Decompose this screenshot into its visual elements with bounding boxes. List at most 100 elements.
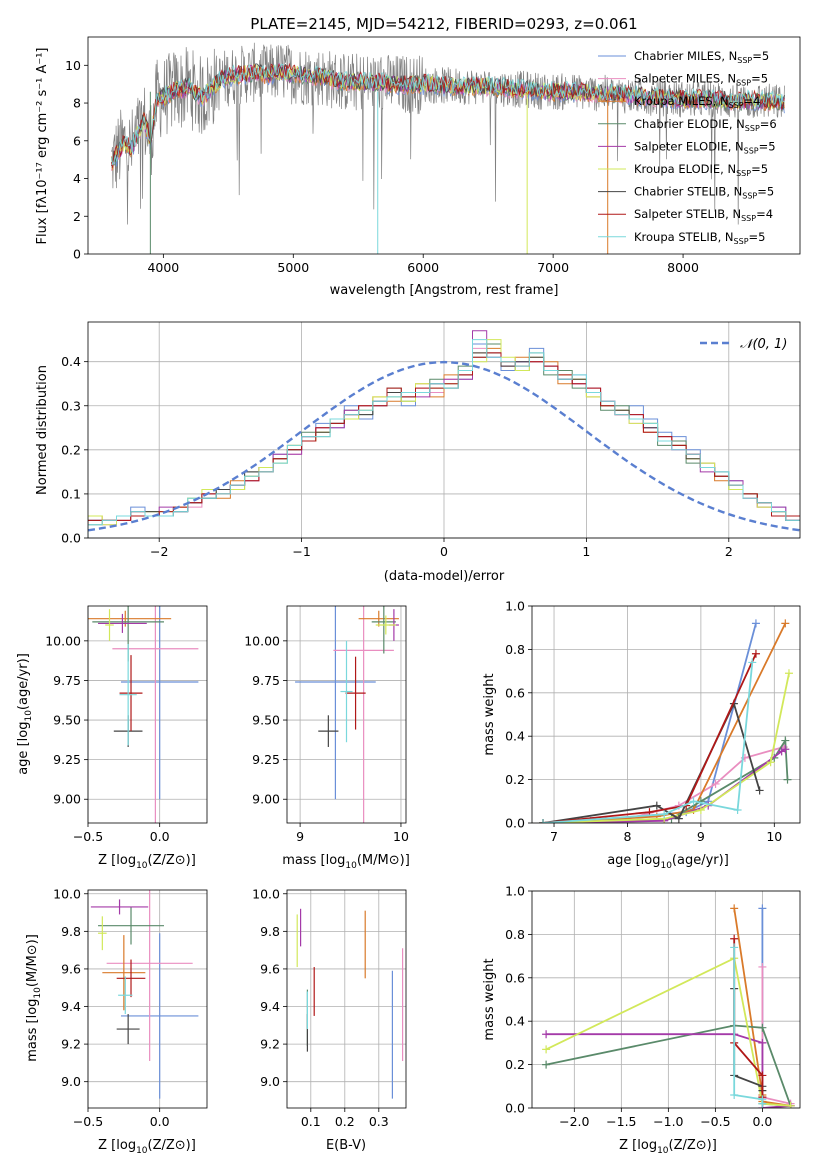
weight-marker-5 [766,758,775,767]
y-tick-label: 0.4 [61,354,81,369]
plot-area [88,330,800,538]
y-tick-label: 4 [73,171,81,186]
overlay: 0.1 0.2 0.3 9.0 9.2 9.4 9.6 9.8 10.0 [252,886,407,1129]
x-axis-label-main: Z [log [98,1138,136,1153]
legend-tail: =6 [760,117,777,131]
y-axis-label-tail: (age/yr)] [16,653,31,710]
legend-sub: SSP [734,237,749,246]
plot-area [88,606,199,823]
x-tick-label: 1 [582,544,590,559]
x-tick-label: 2 [725,544,733,559]
x-tick-label: 4000 [147,260,179,275]
y-tick-label: 9.2 [61,1037,81,1052]
x-tick-label: 7 [550,829,558,844]
x-tick-label: 0.0 [150,1114,170,1129]
legend-sub: SSP [737,56,752,65]
y-axis-label: age [log10(age/yr)] [16,653,34,775]
x-axis-label-main: Z [log [619,1138,657,1153]
panel-3: 9 10 9.00 9.25 9.50 9.75 10.00 [244,605,409,844]
weight-marker-6 [755,786,764,795]
x-tick-label: −0.5 [73,829,103,844]
gaussian-curve [88,360,800,532]
weight-line-5 [545,956,791,1107]
weight-marker-2 [730,904,739,913]
x-tick-label: −2.0 [559,1114,589,1129]
axes-frame [531,605,801,824]
weight-marker-7 [758,1071,767,1080]
legend-tail: =5 [752,49,769,63]
y-tick-label: 0.1 [61,486,81,501]
plot-area [295,606,399,823]
y-tick-label: 2 [73,209,81,224]
x-tick-label: −2 [150,544,168,559]
legend-tail: =4 [744,94,761,108]
y-tick-label: 9.25 [252,752,280,767]
y-tick-label: 9.2 [260,1037,280,1052]
weight-marker-2 [781,619,790,628]
x-axis-label-main: age [log [607,853,660,868]
y-tick-label: 0.8 [505,642,525,657]
x-axis-label: (data-model)/error [384,569,505,584]
legend-label-gauss: 𝒩(0, 1) [740,337,787,352]
y-tick-label: 0.8 [505,927,525,942]
x-axis-label-tail: (Z/Z⊙)] [669,1138,717,1153]
x-tick-label: −1 [292,544,310,559]
x-axis-label: wavelength [Angstrom, rest frame] [330,283,559,298]
x-axis-label-sub: 10 [136,1146,148,1156]
x-axis-label: E(B-V) [326,1138,366,1153]
weight-marker-8 [730,943,739,952]
y-axis-label-main: age [log [16,722,31,775]
weight-marker-8 [660,810,669,819]
weight-marker-1 [711,779,720,788]
legend-tail: =5 [751,72,768,86]
legend-sub: SSP [741,214,756,223]
axes-frame [87,889,208,1109]
legend-sub: SSP [744,146,759,155]
y-axis-label: Normed distribution [35,365,50,495]
weight-marker-4 [758,1038,767,1047]
y-tick-label: 9.6 [61,961,81,976]
x-axis-label-tail: (Z/Z⊙)] [148,1138,196,1153]
plot-area [296,908,404,1099]
x-axis-label-tail: (M/M⊙)] [357,853,410,868]
x-tick-label: −0.5 [73,1114,103,1129]
weight-marker-3 [696,797,705,806]
legend-sub: SSP [736,79,751,88]
legend-label-7: Salpeter STELIB, NSSP=4 [634,207,773,223]
weight-marker-8 [730,1090,739,1099]
legend-main: Kroupa ELODIE, N [634,162,736,176]
x-tick-label: −1.0 [653,1114,683,1129]
overlay: −2.0 −1.5 −1.0 −0.5 0.0 0.0 0.2 0.4 0.6 0.8 1.0 [505,884,801,1129]
legend-label-0: Chabrier MILES, NSSP=5 [634,49,769,65]
x-axis-label-main: Z [log [98,853,136,868]
weight-marker-5 [696,805,705,814]
legend-label-1: Salpeter MILES, NSSP=5 [634,72,768,88]
gridlines [287,890,406,1108]
weight-marker-4 [542,1030,551,1039]
x-tick-label: −1.5 [606,1114,636,1129]
weight-marker-3 [781,736,790,745]
weight-line-2 [542,623,787,823]
y-tick-label: 9.0 [260,1074,280,1089]
weight-marker-5 [542,1045,551,1054]
y-tick-label: 0.0 [505,1101,525,1116]
y-tick-label: 0.4 [505,1014,525,1029]
y-tick-label: 10.0 [53,886,81,901]
x-tick-label: 0.0 [752,1114,772,1129]
plot-area [539,619,793,823]
y-tick-label: 0.2 [505,1057,525,1072]
legend-sub: SSP [745,124,760,133]
panel-1: −2 −1 0 1 2 0.0 0.1 0.2 0.3 0.4 [61,321,801,559]
overlay: 4000 5000 6000 7000 8000 0 2 4 6 8 10 [65,36,801,275]
y-tick-label: 9.8 [61,924,81,939]
plot-area [90,890,199,1099]
y-tick-label: 9.0 [61,1074,81,1089]
y-tick-label: 9.8 [260,924,280,939]
overlay: 7 8 9 10 0.0 0.2 0.4 0.6 0.8 1.0 [505,599,801,844]
y-axis-label-sub: 10 [24,710,34,722]
legend-sub: SSP [742,192,757,201]
overlay: −0.5 0.0 9.0 9.2 9.4 9.6 9.8 10.0 [53,886,208,1129]
chart-title: PLATE=2145, MJD=54212, FIBERID=0293, z=0… [250,15,637,33]
axes-frame [87,605,208,824]
gridlines [88,322,800,539]
